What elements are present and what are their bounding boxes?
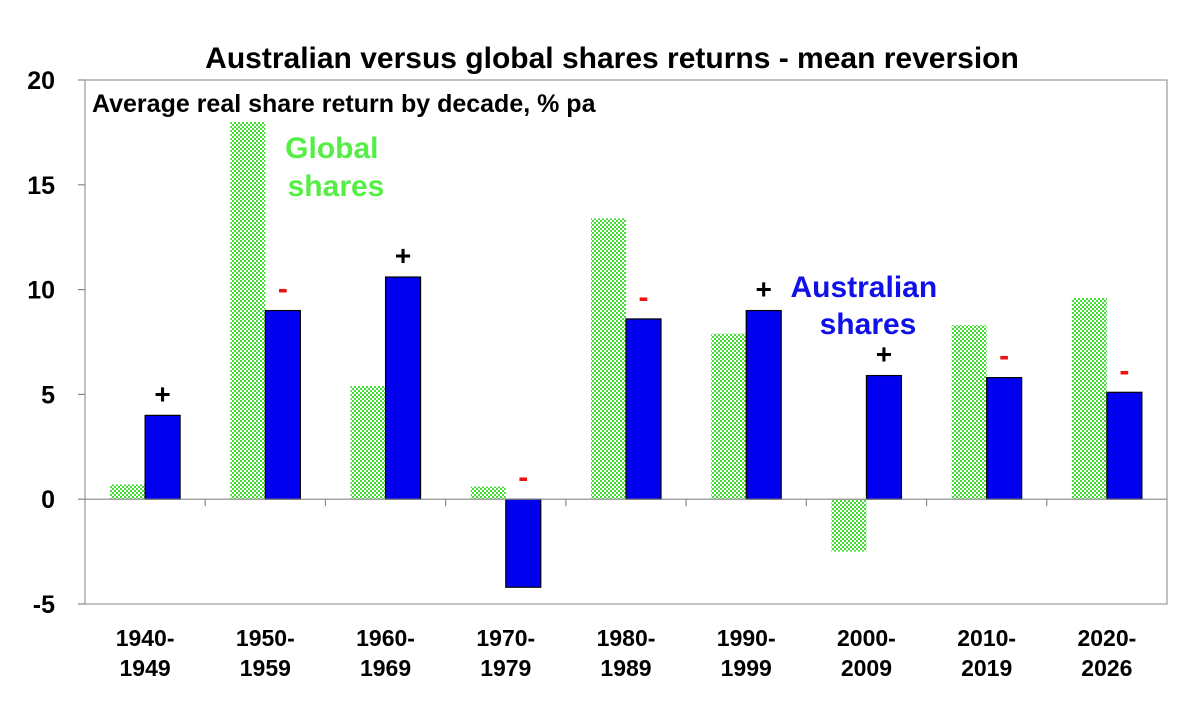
x-tick-label-line: 2019 [961,655,1012,681]
bar-global-shares [951,325,987,500]
x-tick-label-line: 1990- [717,625,776,651]
x-tick-label-line: 1949 [120,655,171,681]
x-tick-label-line: 2026 [1081,655,1132,681]
bar-global-shares [110,484,146,500]
x-tick-label: 1990- 1999 [717,625,776,681]
chart-subtitle: Average real share return by decade, % p… [92,90,597,118]
x-tick-label: 1960- 1969 [356,625,415,681]
x-tick-label-line: 2009 [841,655,892,681]
x-tick-label: 1980- 1989 [597,625,656,681]
x-tick-label-line: 1950- [236,625,295,651]
x-tick-label-line: 1980- [597,625,656,651]
y-tick-label: 0 [41,486,55,514]
x-tick-label: 2000- 2009 [837,625,896,681]
y-axis: 20 15 10 5 0 -5 [27,67,85,619]
x-tick-label-line: 2020- [1077,625,1136,651]
x-tick-label-line: 1960- [356,625,415,651]
series-label-australian-line1: Australian [790,271,937,304]
x-tick-label-line: 1969 [360,655,411,681]
bar-australian-shares [144,414,181,500]
bars [110,121,1143,588]
annotations: + - + - - + + - - [154,240,1129,494]
annotation-plus: + [756,274,772,305]
bar-australian-shares [264,309,301,500]
bar-global-shares [1071,297,1107,500]
bar-global-shares [230,121,266,500]
bar-global-shares [350,386,386,500]
x-tick-label-line: 1989 [600,655,651,681]
x-tick-label: 1940- 1949 [116,625,175,681]
annotation-minus: - [639,281,649,314]
y-tick-label: 10 [27,277,55,305]
bar-australian-shares [865,374,903,500]
bar-australian-shares [986,377,1023,500]
bar-australian-shares [384,276,422,500]
x-tick-label-line: 1999 [721,655,772,681]
series-label-global: Global shares [285,132,387,203]
x-tick-label-line: 1979 [480,655,531,681]
x-tick-label: 1950- 1959 [236,625,295,681]
series-label-australian-line2: shares [820,308,917,341]
y-tick-label: 5 [41,381,55,409]
series-label-global-line1: Global [285,132,378,165]
y-tick-label: 20 [27,67,55,95]
bar-australian-shares [745,309,782,500]
annotation-minus: - [278,273,288,306]
x-tick-label: 2010- 2019 [957,625,1016,681]
bar-global-shares [711,333,747,500]
y-tick-label: 15 [27,172,55,200]
x-tick-label: 2020- 2026 [1077,625,1136,681]
annotation-plus: + [395,240,411,271]
x-tick-label-line: 2010- [957,625,1016,651]
bar-australian-shares [505,498,542,588]
bar-global-shares [831,499,867,552]
annotation-minus: - [1119,354,1129,387]
chart-title: Australian versus global shares returns … [205,42,1019,75]
annotation-plus: + [154,378,170,409]
y-tick-label: -5 [33,591,55,619]
x-tick-label-line: 1940- [116,625,175,651]
x-tick-label: 1970- 1979 [476,625,535,681]
series-label-global-line2: shares [288,170,385,203]
annotation-plus: + [876,339,892,370]
x-tick-label-line: 2000- [837,625,896,651]
bar-global-shares [470,486,506,500]
annotation-minus: - [999,340,1009,373]
bar-global-shares [591,218,626,500]
bar-australian-shares [1106,391,1143,500]
x-tick-label-line: 1959 [240,655,291,681]
bar-australian-shares [625,318,662,500]
annotation-minus: - [518,461,528,494]
x-tick-label-line: 1970- [476,625,535,651]
series-label-australian: Australian shares [790,271,945,341]
x-axis: 1940- 1949 1950- 1959 1960- 1969 1970- 1979 1980… [116,499,1136,681]
